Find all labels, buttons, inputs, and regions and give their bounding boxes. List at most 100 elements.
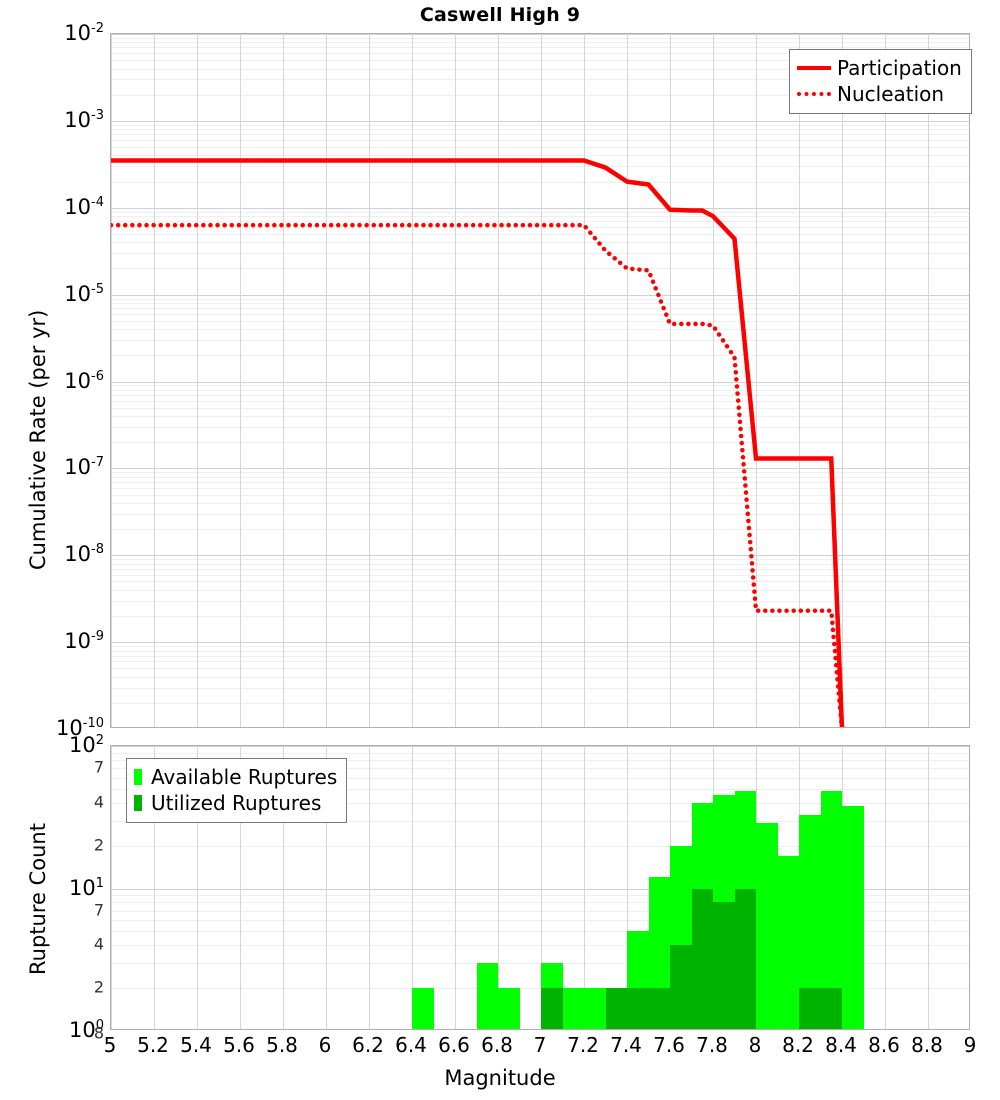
y-tick-label-minor: 4: [93, 934, 104, 954]
bar-available-ruptures: [412, 988, 434, 1029]
gridline-vertical: [627, 34, 628, 727]
gridline-vertical: [111, 746, 112, 1029]
gridline-minor: [111, 563, 969, 565]
top-plot-legend: Participation Nucleation: [789, 49, 972, 114]
gridline-vertical: [498, 746, 499, 1029]
gridline-minor: [111, 759, 969, 761]
gridline-vertical: [842, 34, 843, 727]
gridline-minor: [111, 303, 969, 305]
gridline-minor: [111, 242, 969, 244]
participation-line-icon: [797, 66, 831, 70]
gridline-minor: [111, 502, 969, 504]
gridline-vertical: [197, 746, 198, 1029]
gridline-minor: [111, 788, 969, 790]
x-tick-label: 5.8: [266, 1033, 298, 1057]
gridline-vertical: [455, 746, 456, 1029]
gridline-minor: [111, 902, 969, 904]
gridline-vertical: [928, 746, 929, 1029]
gridline-vertical: [928, 34, 929, 727]
bar-available-ruptures: [756, 822, 778, 1029]
gridline-minor: [111, 472, 969, 474]
bar-utilized-ruptures: [670, 945, 692, 1029]
gridline-major: [111, 888, 969, 890]
y-tick-label: 100: [68, 1018, 104, 1042]
gridline-minor: [111, 442, 969, 444]
gridline-minor: [111, 140, 969, 142]
x-tick-label: 9: [963, 1033, 977, 1057]
gridline-minor: [111, 589, 969, 591]
gridline-minor: [111, 42, 969, 44]
gridline-minor: [111, 181, 969, 183]
gridline-vertical: [111, 34, 112, 727]
gridline-minor: [111, 253, 969, 255]
gridline-minor: [111, 416, 969, 418]
bar-utilized-ruptures: [820, 988, 842, 1029]
gridline-minor: [111, 568, 969, 570]
bar-available-ruptures: [498, 988, 520, 1029]
gridline-vertical: [283, 746, 284, 1029]
y-tick-label: 101: [68, 875, 104, 900]
legend-item-utilized-ruptures[interactable]: Utilized Ruptures: [134, 790, 337, 816]
gridline-minor: [111, 53, 969, 55]
y-tick-label-minor: 2: [93, 977, 104, 997]
bar-available-ruptures: [562, 988, 584, 1029]
gridline-minor: [111, 94, 969, 96]
nucleation-line-icon: [797, 92, 831, 96]
x-tick-label: 7.8: [696, 1033, 728, 1057]
legend-item-available-ruptures[interactable]: Available Ruptures: [134, 764, 337, 790]
gridline-vertical: [885, 34, 886, 727]
gridline-minor: [111, 481, 969, 483]
x-tick-label: 7.2: [567, 1033, 599, 1057]
y-tick-label: 10-8: [64, 542, 104, 567]
gridline-vertical: [283, 34, 284, 727]
gridline-vertical: [584, 746, 585, 1029]
gridline-vertical: [154, 746, 155, 1029]
gridline-minor: [111, 820, 969, 822]
gridline-minor: [111, 802, 969, 804]
legend-label-available-ruptures: Available Ruptures: [151, 765, 338, 789]
gridline-minor: [111, 147, 969, 149]
bar-available-ruptures: [584, 988, 606, 1029]
x-tick-label: 8.2: [782, 1033, 814, 1057]
gridline-minor: [111, 355, 969, 357]
legend-label-nucleation: Nucleation: [837, 82, 945, 106]
bottom-plot-y-axis-label: Rupture Count: [26, 823, 50, 975]
legend-item-nucleation[interactable]: Nucleation: [797, 81, 962, 107]
legend-item-participation[interactable]: Participation: [797, 55, 962, 81]
gridline-minor: [111, 661, 969, 663]
gridline-minor: [111, 320, 969, 322]
gridline-vertical: [240, 34, 241, 727]
gridline-minor: [111, 768, 969, 770]
gridline-vertical: [197, 34, 198, 727]
gridline-minor: [111, 394, 969, 396]
gridline-vertical: [885, 746, 886, 1029]
x-tick-label: 8.4: [825, 1033, 857, 1057]
y-tick-label: 10-6: [64, 368, 104, 393]
gridline-minor: [111, 227, 969, 229]
utilized-ruptures-swatch-icon: [134, 795, 148, 811]
gridline-minor: [111, 845, 969, 847]
gridline-major: [111, 468, 969, 470]
gridline-minor: [111, 129, 969, 131]
gridline-vertical: [326, 34, 327, 727]
top-plot-y-axis-label: Cumulative Rate (per yr): [26, 309, 50, 570]
gridline-vertical: [756, 34, 757, 727]
legend-label-participation: Participation: [837, 56, 962, 80]
x-tick-label: 5: [103, 1033, 117, 1057]
top-plot-curves: [111, 158, 848, 727]
x-tick-label: 8.6: [868, 1033, 900, 1057]
y-tick-label: 102: [68, 733, 104, 757]
gridline-minor: [111, 494, 969, 496]
x-tick-label: 8: [748, 1033, 762, 1057]
gridline-minor: [111, 676, 969, 678]
gridline-minor: [111, 60, 969, 62]
y-tick-label: 10-4: [64, 194, 104, 219]
gridline-minor: [111, 920, 969, 922]
gridline-vertical: [541, 746, 542, 1029]
y-tick-label-minor: 2: [93, 835, 104, 855]
gridline-minor: [111, 945, 969, 947]
gridline-minor: [111, 895, 969, 897]
gridline-minor: [111, 329, 969, 331]
gridline-minor: [111, 574, 969, 576]
x-axis-label: Magnitude: [444, 1066, 556, 1090]
